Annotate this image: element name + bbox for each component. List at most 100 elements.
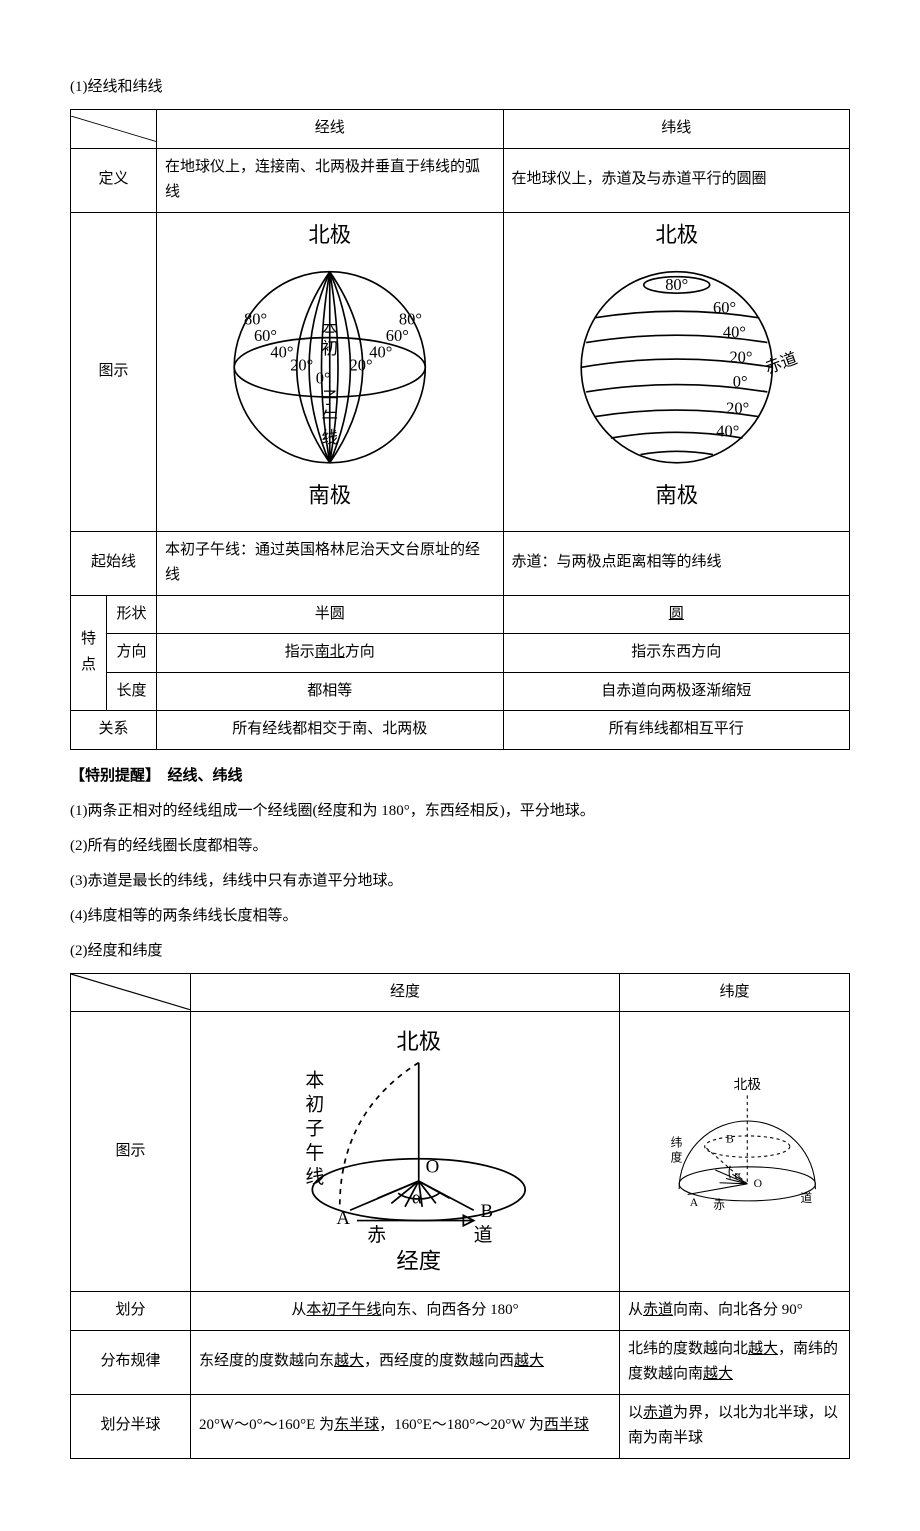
row-label-divide: 划分 <box>71 1292 191 1331</box>
table-meridians-parallels: 经线 纬线 定义 在地球仪上，连接南、北两极并垂直于纬线的弧线 在地球仪上，赤道… <box>70 109 850 750</box>
svg-text:0°: 0° <box>732 372 747 391</box>
svg-text:北极: 北极 <box>308 223 351 247</box>
svg-text:40°: 40° <box>369 342 392 361</box>
cell-hemi-jing: 20°W～0°～160°E 为东半球，160°E～180°～20°W 为西半球 <box>191 1394 620 1458</box>
col-header-wei: 纬线 <box>503 110 850 149</box>
svg-text:初: 初 <box>322 339 338 358</box>
svg-text:B: B <box>726 1133 734 1146</box>
table-row: 方向 指示南北方向 指示东西方向 <box>71 634 850 673</box>
svg-text:南极: 南极 <box>655 483 698 507</box>
svg-text:道: 道 <box>474 1224 493 1246</box>
svg-text:经度: 经度 <box>396 1249 441 1274</box>
cell-dir-wei: 指示东西方向 <box>503 634 850 673</box>
svg-text:道: 道 <box>801 1191 813 1205</box>
col-header-longitude: 经度 <box>191 973 620 1012</box>
table-row: 关系 所有经线都相交于南、北两极 所有纬线都相互平行 <box>71 711 850 750</box>
svg-text:子: 子 <box>305 1119 324 1140</box>
intro-p2: (2)经度和纬度 <box>70 938 850 965</box>
svg-text:B: B <box>481 1201 494 1222</box>
svg-text:80°: 80° <box>665 274 688 293</box>
svg-text:度: 度 <box>671 1151 683 1165</box>
cell-rel-jing: 所有经线都相交于南、北两极 <box>157 711 504 750</box>
table-row: 经度 纬度 <box>71 973 850 1012</box>
svg-text:40°: 40° <box>722 322 745 341</box>
svg-text:北极: 北极 <box>733 1077 761 1092</box>
svg-text:南极: 南极 <box>308 483 351 507</box>
cell-origin-wei: 赤道：与两极点距离相等的纬线 <box>503 531 850 595</box>
table-row: 定义 在地球仪上，连接南、北两极并垂直于纬线的弧线 在地球仪上，赤道及与赤道平行… <box>71 148 850 212</box>
table-longitude-latitude: 经度 纬度 图示 北极 本初 子午 线 <box>70 973 850 1459</box>
svg-text:线: 线 <box>322 428 338 447</box>
svg-text:80°: 80° <box>399 309 422 328</box>
cell-len-wei: 自赤道向两极逐渐缩短 <box>503 672 850 711</box>
cell-origin-jing: 本初子午线：通过英国格林尼治天文台原址的经线 <box>157 531 504 595</box>
svg-text:A: A <box>336 1208 350 1229</box>
col-header-latitude: 纬度 <box>620 973 850 1012</box>
cell-divide-wei: 从赤道向南、向北各分 90° <box>620 1292 850 1331</box>
table-row: 特点 形状 半圆 圆 <box>71 595 850 634</box>
notes-title: 【特别提醒】 经线、纬线 <box>70 762 850 790</box>
svg-text:本: 本 <box>322 319 338 338</box>
note-1: (1)两条正相对的经线组成一个经线圈(经度和为 180°，东西经相反)，平分地球… <box>70 798 850 825</box>
col-header-jing: 经线 <box>157 110 504 149</box>
cell-defn-wei: 在地球仪上，赤道及与赤道平行的圆圈 <box>503 148 850 212</box>
table-row: 划分半球 20°W～0°～160°E 为东半球，160°E～180°～20°W … <box>71 1394 850 1458</box>
row-label-direction: 方向 <box>107 634 157 673</box>
svg-text:O: O <box>426 1157 440 1178</box>
row-label-origin: 起始线 <box>71 531 157 595</box>
cell-pattern-wei: 北纬的度数越向北越大，南纬的度数越向南越大 <box>620 1330 850 1394</box>
table-row: 图示 北极 80° 60° 40° 20° 0° 20° 40° <box>71 212 850 531</box>
svg-text:60°: 60° <box>386 325 409 344</box>
table-row: 起始线 本初子午线：通过英国格林尼治天文台原址的经线 赤道：与两极点距离相等的纬… <box>71 531 850 595</box>
diagonal-header <box>71 110 157 149</box>
svg-text:午: 午 <box>305 1142 324 1164</box>
row-label-diagram: 图示 <box>71 1012 191 1292</box>
cell-shape-jing: 半圆 <box>157 595 504 634</box>
svg-text:北极: 北极 <box>655 223 698 247</box>
svg-text:0°: 0° <box>316 368 331 387</box>
svg-text:60°: 60° <box>712 297 735 316</box>
svg-text:20°: 20° <box>729 347 752 366</box>
svg-text:本: 本 <box>305 1070 324 1092</box>
table-row: 分布规律 东经度的度数越向东越大，西经度的度数越向西越大 北纬的度数越向北越大，… <box>71 1330 850 1394</box>
table-row: 划分 从本初子午线向东、向西各分 180° 从赤道向南、向北各分 90° <box>71 1292 850 1331</box>
svg-text:α: α <box>412 1187 422 1208</box>
diagram-meridians: 北极 80° 60° 40° 20° 0° 20° 40° 60° 80° <box>157 212 504 531</box>
svg-text:40°: 40° <box>716 421 739 440</box>
svg-text:午: 午 <box>322 408 338 427</box>
svg-text:子: 子 <box>322 388 338 407</box>
row-label-length: 长度 <box>107 672 157 711</box>
table-row: 经线 纬线 <box>71 110 850 149</box>
row-label-relation: 关系 <box>71 711 157 750</box>
note-3: (3)赤道是最长的纬线，纬线中只有赤道平分地球。 <box>70 868 850 895</box>
row-label-pattern: 分布规律 <box>71 1330 191 1394</box>
diagonal-header <box>71 973 191 1012</box>
svg-text:α: α <box>734 1169 740 1182</box>
intro-p1: (1)经线和纬线 <box>70 74 850 101</box>
note-2: (2)所有的经线圈长度都相等。 <box>70 833 850 860</box>
cell-divide-jing: 从本初子午线向东、向西各分 180° <box>191 1292 620 1331</box>
diagram-latitude: 北极 纬度 B α O A 赤 道 <box>620 1012 850 1292</box>
svg-text:北极: 北极 <box>396 1029 441 1054</box>
page: (1)经线和纬线 经线 纬线 定义 在地球仪上，连接南、北两极并垂直于纬线的弧线… <box>0 0 920 1531</box>
cell-dir-jing: 指示南北方向 <box>157 634 504 673</box>
row-label-shape: 形状 <box>107 595 157 634</box>
svg-text:赤道: 赤道 <box>762 348 799 377</box>
cell-defn-jing: 在地球仪上，连接南、北两极并垂直于纬线的弧线 <box>157 148 504 212</box>
cell-rel-wei: 所有纬线都相互平行 <box>503 711 850 750</box>
row-label-definition: 定义 <box>71 148 157 212</box>
cell-len-jing: 都相等 <box>157 672 504 711</box>
row-label-diagram: 图示 <box>71 212 157 531</box>
row-label-hemisphere: 划分半球 <box>71 1394 191 1458</box>
svg-text:初: 初 <box>305 1094 324 1116</box>
svg-text:20°: 20° <box>726 398 749 417</box>
row-label-features: 特点 <box>71 595 107 711</box>
svg-text:A: A <box>690 1196 699 1209</box>
cell-hemi-wei: 以赤道为界，以北为北半球，以南为南半球 <box>620 1394 850 1458</box>
diagram-longitude: 北极 本初 子午 线 O α A B <box>191 1012 620 1292</box>
diagram-parallels: 北极 80° 60° 40° 20° 0° 赤道 20° <box>503 212 850 531</box>
svg-text:纬: 纬 <box>671 1137 683 1150</box>
cell-shape-wei: 圆 <box>503 595 850 634</box>
svg-text:20°: 20° <box>290 355 313 374</box>
svg-text:赤: 赤 <box>367 1224 386 1246</box>
